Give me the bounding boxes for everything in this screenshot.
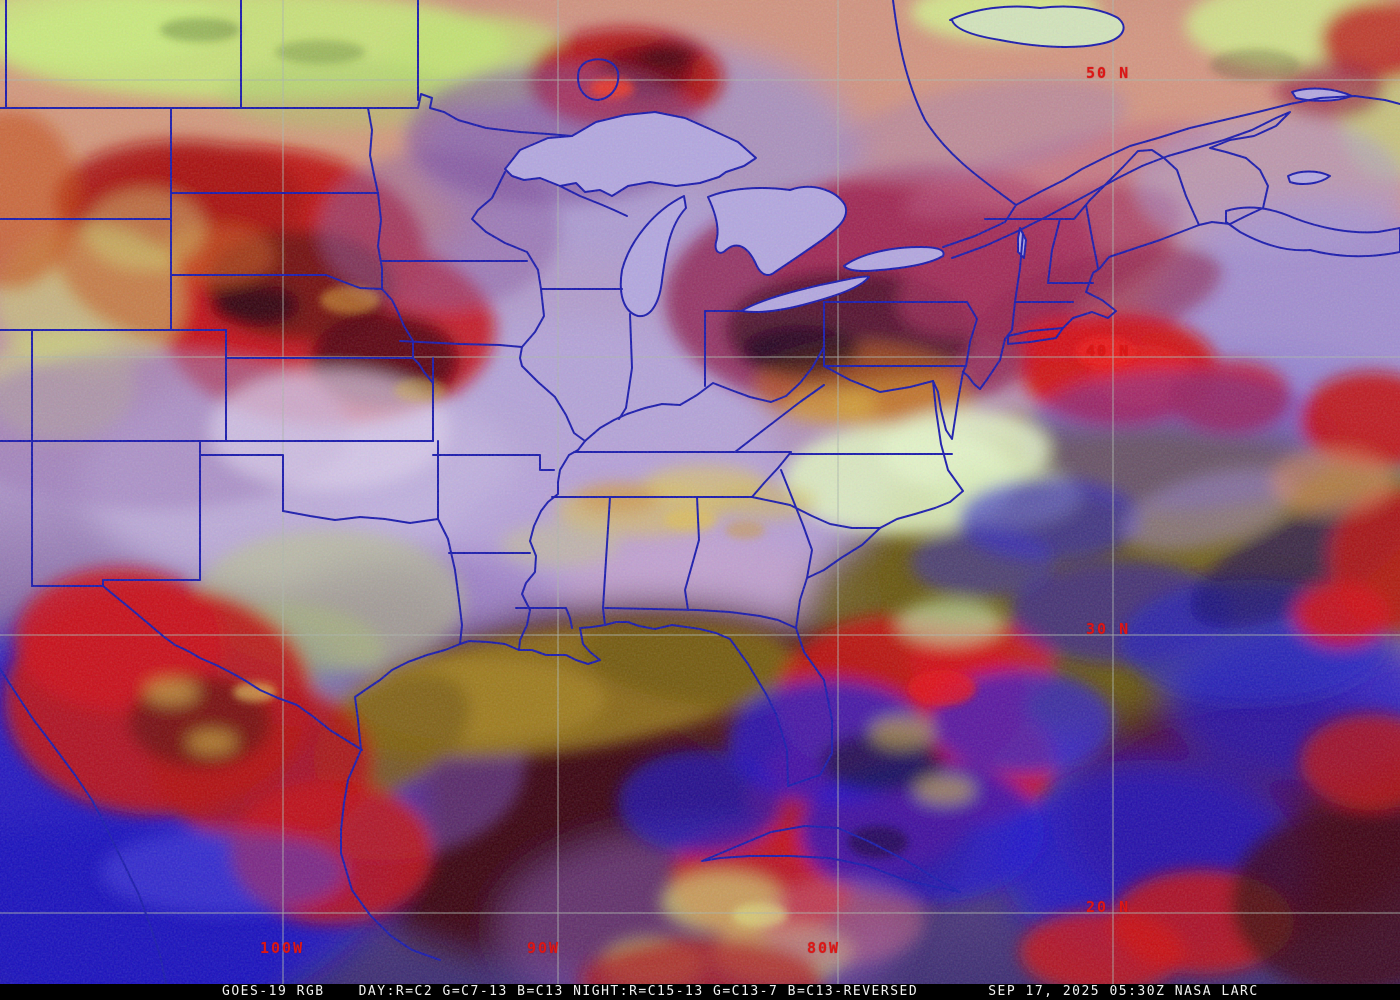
rgb-recipe: DAY:R=C2 G=C7-13 B=C13 NIGHT:R=C15-13 G=… xyxy=(358,984,919,999)
timestamp-label: SEP 17, 2025 05:30Z NASA LARC xyxy=(988,984,1259,999)
status-bar: GOES-19 RGB DAY:R=C2 G=C7-13 B=C13 NIGHT… xyxy=(0,984,1400,1000)
product-name: GOES-19 RGB xyxy=(222,984,325,999)
